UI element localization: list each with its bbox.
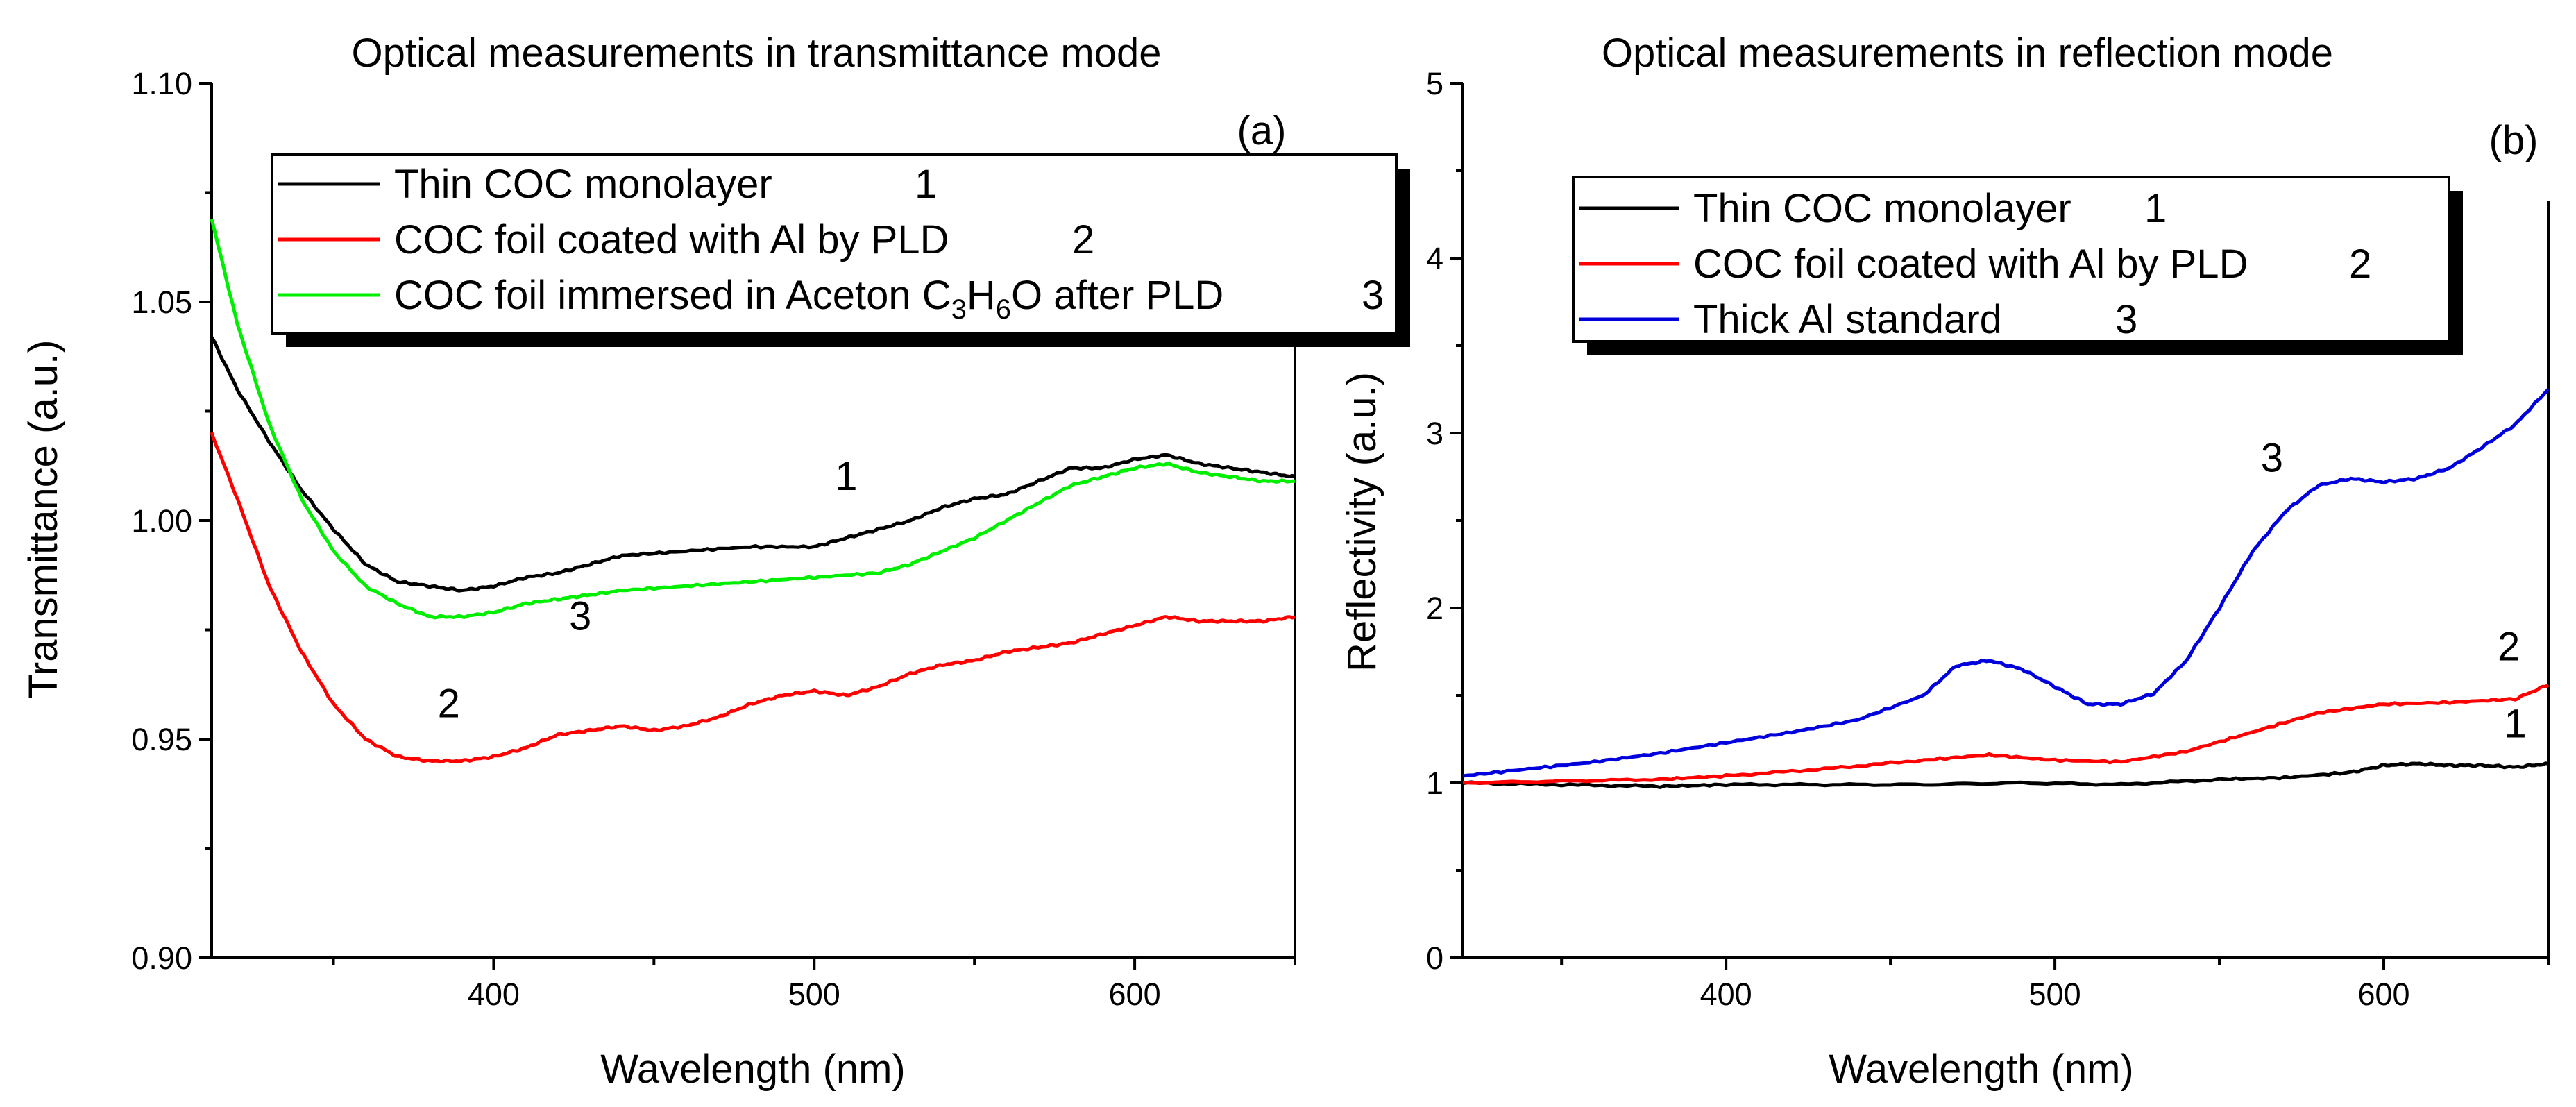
legend-id-b-1: 1 — [2144, 186, 2167, 231]
y-axis-label-a: Transmittance (a.u.) — [21, 340, 66, 699]
legend-id-a-2: 2 — [1072, 217, 1094, 262]
legend-label-b-3: Thick Al standard — [1693, 297, 2002, 342]
x-tick-label-a: 600 — [1109, 977, 1161, 1012]
panel-transmittance: Optical measurements in transmittance mo… — [21, 31, 1410, 1092]
legend-label-b-2: COC foil coated with Al by PLD — [1693, 242, 2248, 287]
legend-label-a-2: COC foil coated with Al by PLD — [394, 217, 949, 262]
curve-label-b-2: 2 — [2498, 625, 2520, 670]
series-line-a-2 — [210, 432, 1296, 764]
x-axis-label-a: Wavelength (nm) — [600, 1047, 905, 1092]
panel-reflection: Optical measurements in reflection mode … — [1339, 31, 2550, 1092]
series-line-b-1 — [1462, 761, 2549, 789]
curve-label-b-1: 1 — [2504, 701, 2526, 746]
curve-label-a-2: 2 — [438, 682, 460, 727]
y-tick-label-b: 1 — [1426, 766, 1443, 801]
x-axis-label-b: Wavelength (nm) — [1829, 1047, 2133, 1092]
curve-label-a-3: 3 — [569, 594, 591, 639]
y-tick-label-a: 0.90 — [131, 940, 192, 976]
curve-label-b-3: 3 — [2261, 435, 2283, 480]
x-tick-label-b: 400 — [1700, 977, 1752, 1012]
y-tick-label-b: 4 — [1426, 241, 1443, 276]
legend-id-a-1: 1 — [915, 162, 937, 207]
legend-a: Thin COC monolayer 1 COC foil coated wit… — [271, 153, 1410, 347]
legend-id-a-3: 3 — [1362, 273, 1384, 318]
y-tick-label-a: 1.05 — [131, 285, 192, 320]
y-tick-label-b: 0 — [1426, 940, 1443, 976]
legend-id-b-2: 2 — [2349, 242, 2371, 287]
x-tick-label-b: 500 — [2029, 977, 2081, 1012]
x-tick-label-a: 500 — [788, 977, 840, 1012]
chart-title-b: Optical measurements in reflection mode — [1602, 31, 2333, 76]
panel-label-b: (b) — [2489, 118, 2539, 163]
y-tick-label-b: 5 — [1426, 66, 1443, 101]
legend-id-b-3: 3 — [2115, 297, 2137, 342]
legend-b: Thin COC monolayer 1 COC foil coated wit… — [1572, 176, 2463, 355]
legend-label-b-1: Thin COC monolayer — [1693, 186, 2071, 231]
legend-box-a — [271, 153, 1398, 335]
legend-box-b — [1572, 176, 2450, 343]
x-tick-label-a: 400 — [468, 977, 520, 1012]
y-tick-label-b: 2 — [1426, 591, 1443, 626]
x-tick-label-b: 600 — [2357, 977, 2409, 1012]
legend-label-a-1: Thin COC monolayer — [394, 162, 772, 207]
panel-label-a: (a) — [1237, 108, 1287, 153]
chart-title-a: Optical measurements in transmittance mo… — [352, 31, 1162, 76]
series-line-b-3 — [1462, 388, 2550, 778]
series-line-a-1 — [210, 336, 1296, 593]
y-axis-label-b: Reflectivity (a.u.) — [1339, 372, 1384, 672]
legend-label-a-3: COC foil immersed in Aceton C3H6O after … — [394, 273, 1223, 325]
y-tick-label-a: 0.95 — [131, 722, 192, 757]
series-line-b-2 — [1462, 683, 2550, 785]
y-tick-label-a: 1.00 — [131, 503, 192, 539]
curve-label-a-1: 1 — [835, 454, 857, 499]
y-tick-label-a: 1.10 — [131, 66, 192, 101]
series-line-a-3 — [210, 219, 1295, 620]
y-tick-label-b: 3 — [1426, 416, 1443, 451]
